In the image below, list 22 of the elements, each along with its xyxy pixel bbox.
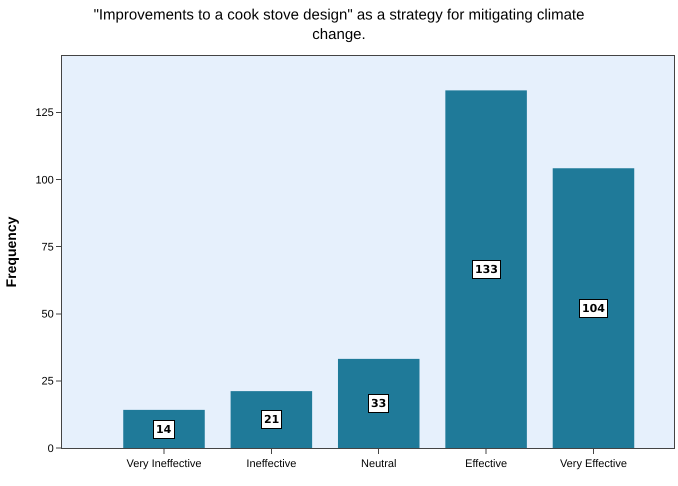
x-tick-label: Very Effective — [560, 458, 627, 470]
y-tick-label: 100 — [35, 174, 54, 186]
data-label: 104 — [582, 302, 606, 315]
y-tick-label: 125 — [35, 107, 54, 120]
y-axis-title: Frequency — [3, 216, 20, 288]
bar — [552, 168, 634, 448]
x-tick-label: Very Ineffective — [126, 458, 202, 470]
data-label: 33 — [371, 397, 386, 410]
chart-title: "Improvements to a cook stove design" as a strategy for mitigating climate change. — [94, 6, 584, 43]
bar — [445, 90, 527, 448]
data-label: 14 — [156, 423, 172, 436]
data-label: 133 — [475, 263, 498, 276]
x-tick-label: Effective — [465, 458, 508, 470]
y-tick-label: 50 — [42, 308, 54, 321]
bar — [230, 391, 312, 448]
y-tick-label: 75 — [42, 241, 54, 254]
bar — [338, 358, 420, 448]
x-tick-label: Neutral — [361, 458, 396, 470]
y-tick-label: 25 — [42, 376, 54, 388]
x-tick-label: Ineffective — [246, 458, 296, 470]
y-tick-label: 0 — [48, 442, 54, 455]
data-label: 21 — [264, 413, 280, 426]
